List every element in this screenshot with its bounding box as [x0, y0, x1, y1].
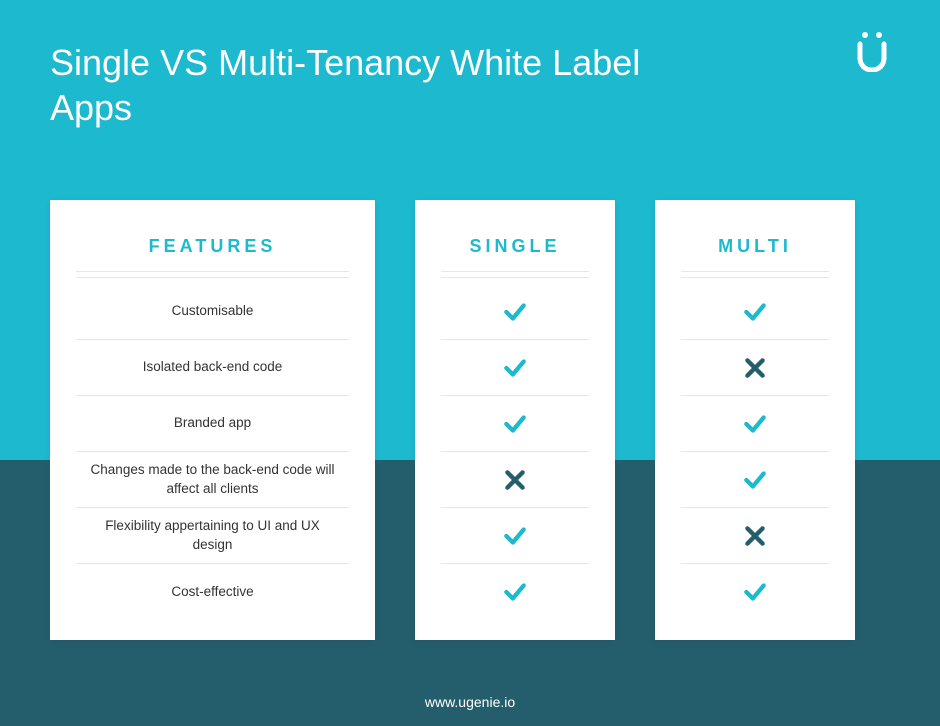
check-icon [502, 523, 528, 549]
features-header: FEATURES [76, 236, 349, 271]
header-rule [76, 271, 349, 278]
feature-row: Changes made to the back-end code will a… [76, 452, 349, 508]
cross-icon [502, 467, 528, 493]
check-icon [502, 355, 528, 381]
value-row [441, 284, 589, 340]
feature-row: Branded app [76, 396, 349, 452]
single-card: SINGLE [415, 200, 615, 640]
check-icon [742, 411, 768, 437]
feature-row: Customisable [76, 284, 349, 340]
value-row [681, 452, 829, 508]
check-icon [742, 299, 768, 325]
content: Single VS Multi-Tenancy White Label Apps… [0, 0, 940, 726]
cross-icon [742, 523, 768, 549]
feature-row: Flexibility appertaining to UI and UX de… [76, 508, 349, 564]
check-icon [502, 411, 528, 437]
header-row: Single VS Multi-Tenancy White Label Apps [50, 40, 890, 130]
value-row [441, 340, 589, 396]
comparison-cards: FEATURES CustomisableIsolated back-end c… [50, 200, 890, 640]
value-row [441, 396, 589, 452]
features-card: FEATURES CustomisableIsolated back-end c… [50, 200, 375, 640]
feature-row: Isolated back-end code [76, 340, 349, 396]
value-row [681, 396, 829, 452]
value-row [441, 452, 589, 508]
cross-icon [742, 355, 768, 381]
value-row [441, 564, 589, 620]
single-header: SINGLE [441, 236, 589, 271]
header-rule [681, 271, 829, 278]
value-row [681, 284, 829, 340]
header-rule [441, 271, 589, 278]
value-row [681, 508, 829, 564]
feature-row: Cost-effective [76, 564, 349, 620]
check-icon [742, 467, 768, 493]
value-row [681, 564, 829, 620]
multi-header: MULTI [681, 236, 829, 271]
multi-card: MULTI [655, 200, 855, 640]
brand-logo-icon [854, 30, 890, 77]
check-icon [742, 579, 768, 605]
footer-url: www.ugenie.io [0, 694, 940, 710]
page-title: Single VS Multi-Tenancy White Label Apps [50, 40, 670, 130]
value-row [441, 508, 589, 564]
check-icon [502, 579, 528, 605]
check-icon [502, 299, 528, 325]
value-row [681, 340, 829, 396]
